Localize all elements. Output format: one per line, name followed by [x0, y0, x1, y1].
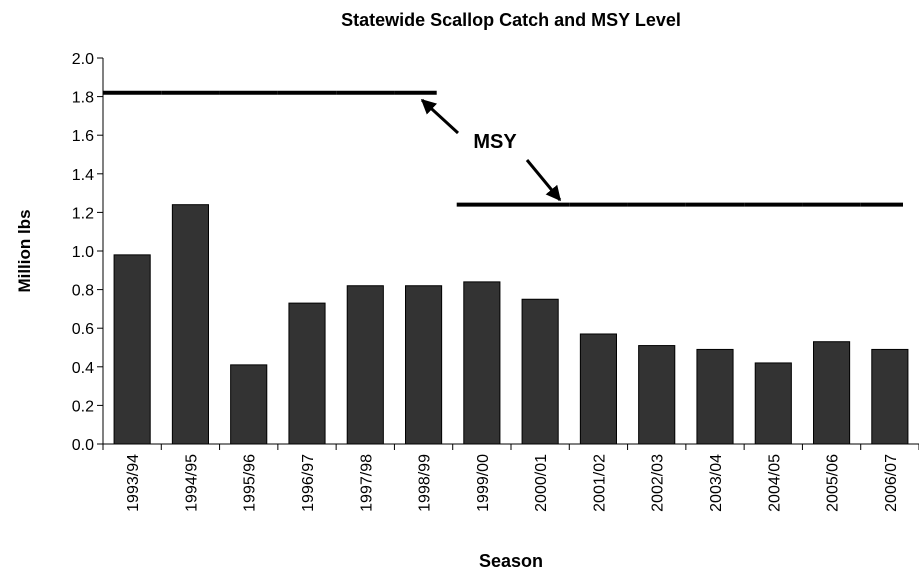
bar: [405, 285, 443, 445]
y-tick-label: 0.8: [72, 283, 94, 300]
x-tick-label: 1994/95: [183, 454, 200, 512]
x-tick-label: 2003/04: [708, 454, 725, 512]
chart-title: Statewide Scallop Catch and MSY Level: [341, 10, 681, 30]
x-tick-label: 2006/07: [883, 454, 900, 512]
x-tick-label: 2004/05: [766, 454, 783, 512]
arrow: [525, 159, 562, 202]
bar: [579, 333, 617, 445]
y-tick-label: 2.0: [72, 51, 94, 68]
y-tick-label: 1.8: [72, 90, 94, 107]
bar: [346, 285, 384, 445]
bar: [171, 204, 209, 445]
x-tick-label: 1997/98: [358, 454, 375, 512]
y-tick-label: 1.6: [72, 128, 94, 145]
y-tick-label: 0.2: [72, 398, 94, 415]
bar: [463, 281, 501, 445]
y-axis-title: Million lbs: [15, 209, 34, 292]
y-tick-label: 0.6: [72, 321, 94, 338]
x-tick-label: 1993/94: [125, 454, 142, 512]
arrow: [420, 98, 460, 135]
x-tick-label: 1995/96: [242, 454, 259, 512]
bar: [521, 298, 559, 445]
x-tick-label: 2002/03: [650, 454, 667, 512]
x-tick-label: 1999/00: [475, 454, 492, 512]
bar: [113, 254, 151, 445]
x-tick-label: 2005/06: [825, 454, 842, 512]
bar: [754, 362, 792, 445]
x-tick-label: 2000/01: [533, 454, 550, 512]
y-tick-label: 1.4: [72, 167, 94, 184]
x-tick-label: 1998/99: [417, 454, 434, 512]
y-tick-label: 0.4: [72, 360, 94, 377]
annotation: MSY: [473, 131, 517, 153]
y-tick-label: 0.0: [72, 437, 94, 454]
x-axis-title: Season: [479, 551, 543, 571]
bar: [230, 364, 268, 445]
bar: [638, 345, 676, 445]
bar: [871, 348, 909, 445]
x-tick-label: 1996/97: [300, 454, 317, 512]
y-tick-label: 1.0: [72, 244, 94, 261]
y-tick-label: 1.2: [72, 205, 94, 222]
x-tick-label: 2001/02: [591, 454, 608, 512]
bar: [813, 341, 851, 445]
bar: [288, 302, 326, 445]
bar: [696, 348, 734, 445]
